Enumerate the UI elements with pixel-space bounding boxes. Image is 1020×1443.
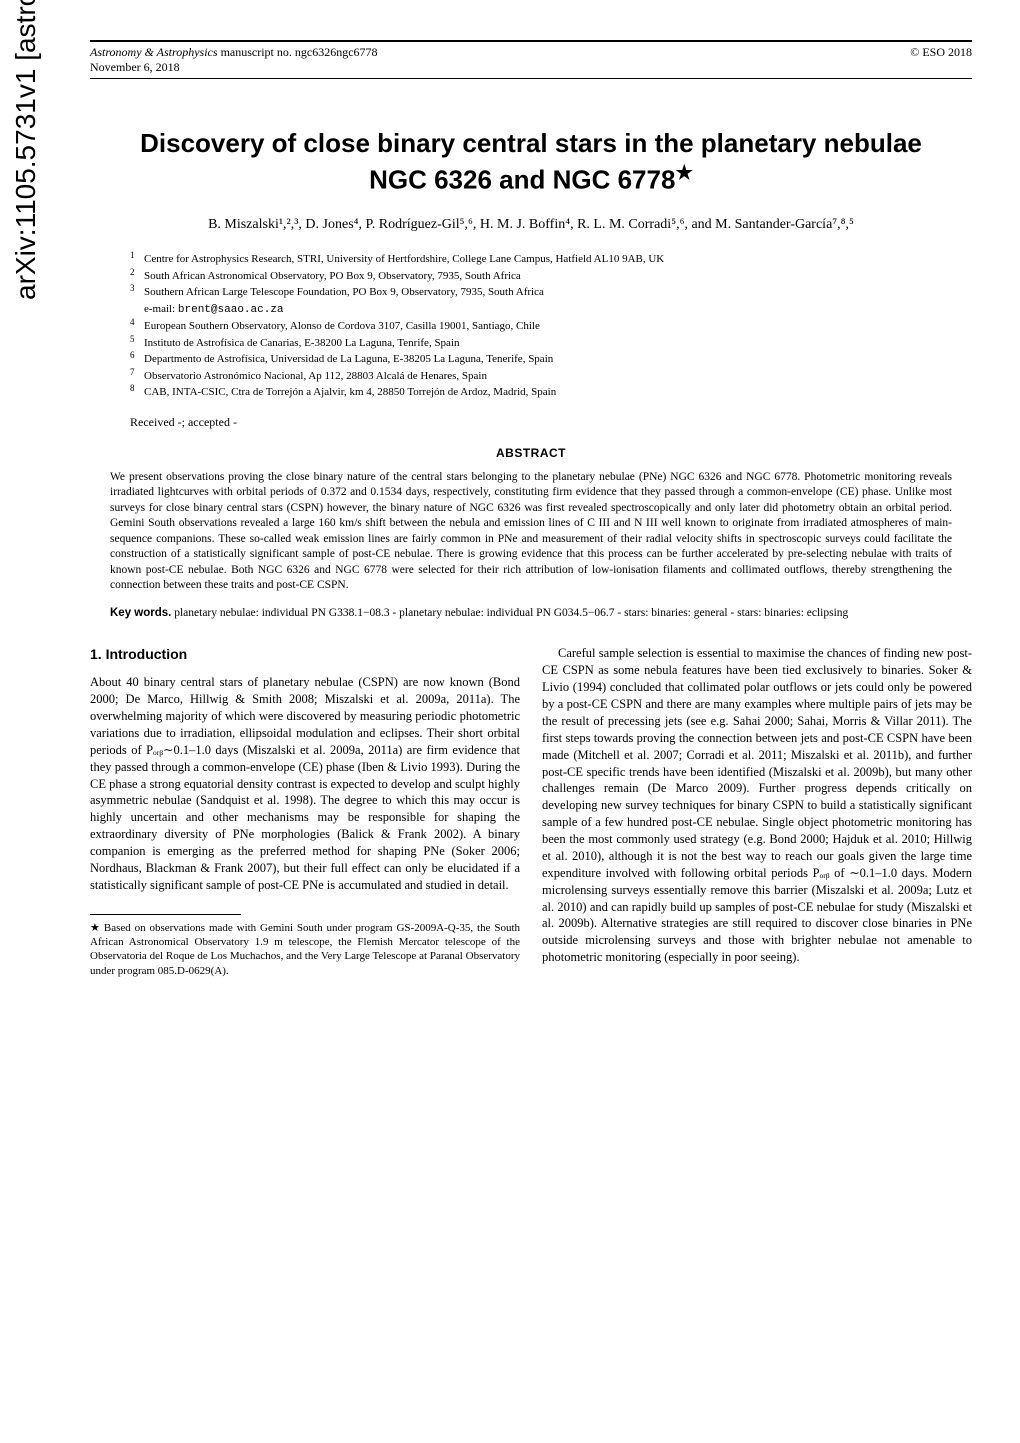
- affiliation-number: 7: [130, 366, 135, 380]
- two-column-body: 1. Introduction About 40 binary central …: [90, 645, 972, 977]
- affiliation-item: 6 Departmento de Astrofísica, Universidad…: [130, 351, 952, 368]
- header-right: © ESO 2018: [910, 45, 972, 75]
- affiliation-number: 1: [130, 249, 135, 263]
- keywords-text: planetary nebulae: individual PN G338.1−…: [171, 607, 848, 619]
- title-line1: Discovery of close binary central stars …: [140, 128, 922, 158]
- received-accepted: Received -; accepted -: [130, 415, 972, 430]
- footnote-text: ★Based on observations made with Gemini …: [90, 921, 520, 978]
- footnote-body: Based on observations made with Gemini S…: [90, 922, 520, 977]
- manuscript-header: Astronomy & Astrophysics manuscript no. …: [90, 40, 972, 79]
- intro-paragraph-2: Careful sample selection is essential to…: [542, 645, 972, 966]
- affiliation-number: 2: [130, 266, 135, 280]
- affiliation-text: Departmento de Astrofísica, Universidad …: [144, 353, 553, 365]
- affiliation-number: 4: [130, 316, 135, 330]
- page-container: Astronomy & Astrophysics manuscript no. …: [0, 0, 1020, 1018]
- affiliation-list: 1 Centre for Astrophysics Research, STRI,…: [130, 251, 952, 401]
- affiliation-text: Southern African Large Telescope Foundat…: [144, 286, 544, 298]
- affiliation-text: European Southern Observatory, Alonso de…: [144, 320, 540, 332]
- title-footnote-star: ★: [675, 162, 692, 184]
- affiliation-item: 3 Southern African Large Telescope Founda…: [130, 284, 952, 301]
- author-list: B. Miszalski¹,²,³, D. Jones⁴, P. Rodrígu…: [90, 217, 972, 233]
- email-address: brent@saao.ac.za: [178, 304, 284, 316]
- affiliation-item: 1 Centre for Astrophysics Research, STRI,…: [130, 251, 952, 268]
- affiliation-item: 2 South African Astronomical Observatory,…: [130, 268, 952, 285]
- affiliation-item: e-mail: brent@saao.ac.za: [130, 301, 952, 319]
- section-1-heading: 1. Introduction: [90, 645, 520, 664]
- footnote-rule: [90, 914, 241, 915]
- abstract-heading: ABSTRACT: [90, 446, 972, 460]
- affiliation-item: 4 European Southern Observatory, Alonso d…: [130, 318, 952, 335]
- affiliation-item: 8 CAB, INTA-CSIC, Ctra de Torrejón a Ajal…: [130, 384, 952, 401]
- affiliation-text: CAB, INTA-CSIC, Ctra de Torrejón a Ajalv…: [144, 386, 556, 398]
- footnote-star-icon: ★: [90, 921, 100, 935]
- manuscript-no: manuscript no. ngc6326ngc6778: [218, 45, 378, 59]
- affiliation-item: 7 Observatorio Astronómico Nacional, Ap 1…: [130, 368, 952, 385]
- abstract-text: We present observations proving the clos…: [110, 470, 952, 594]
- arxiv-identifier: arXiv:1105.5731v1 [astro-ph.SR] 28 May 2…: [10, 0, 42, 300]
- affiliation-number: 5: [130, 333, 135, 347]
- paper-title: Discovery of close binary central stars …: [90, 127, 972, 197]
- left-column: 1. Introduction About 40 binary central …: [90, 645, 520, 977]
- affiliation-text: Instituto de Astrofísica de Canarias, E-…: [144, 337, 460, 349]
- affiliation-text: South African Astronomical Observatory, …: [144, 270, 521, 282]
- keywords-label: Key words.: [110, 607, 171, 619]
- affiliation-number: 3: [130, 282, 135, 296]
- affiliation-number: 6: [130, 349, 135, 363]
- title-line2: NGC 6326 and NGC 6778: [369, 164, 675, 194]
- affiliation-text: Observatorio Astronómico Nacional, Ap 11…: [144, 370, 487, 382]
- affiliation-number: 8: [130, 382, 135, 396]
- header-date: November 6, 2018: [90, 60, 180, 74]
- intro-paragraph-1: About 40 binary central stars of planeta…: [90, 674, 520, 893]
- affiliation-item: 5 Instituto de Astrofísica de Canarias, E…: [130, 335, 952, 352]
- affiliation-text: Centre for Astrophysics Research, STRI, …: [144, 253, 664, 265]
- journal-name: Astronomy & Astrophysics: [90, 45, 218, 59]
- header-left: Astronomy & Astrophysics manuscript no. …: [90, 45, 378, 75]
- keywords-block: Key words. planetary nebulae: individual…: [110, 606, 952, 622]
- affiliation-text: e-mail:: [144, 303, 178, 315]
- right-column: Careful sample selection is essential to…: [542, 645, 972, 977]
